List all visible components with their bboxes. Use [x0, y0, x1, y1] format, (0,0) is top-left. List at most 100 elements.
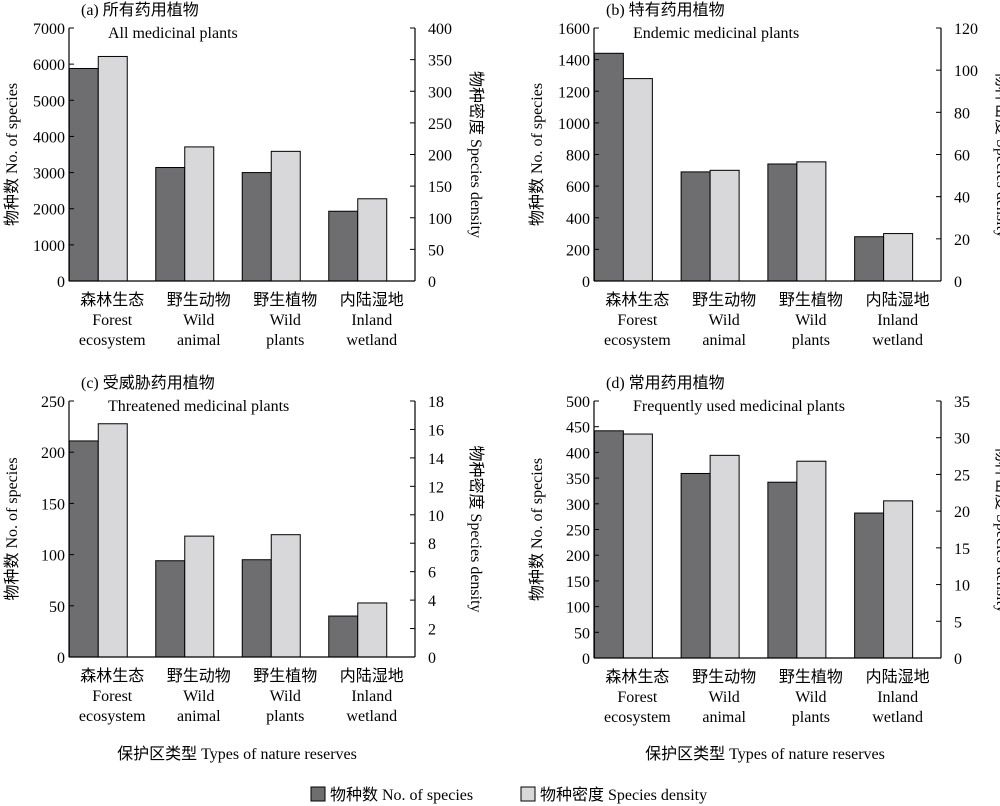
- y-tick-label-left: 50: [574, 625, 590, 642]
- y-tick-label-left: 200: [566, 242, 590, 259]
- x-tick-label: plants: [792, 332, 830, 349]
- x-tick-label: ecosystem: [79, 332, 146, 349]
- x-tick-label: 野生动物: [167, 291, 231, 309]
- x-tick-label: 森林生态: [605, 668, 669, 686]
- panel-label: (a) 所有药用植物: [81, 1, 199, 19]
- x-tick-label: 内陆湿地: [340, 291, 404, 309]
- x-tick-label: Wild: [708, 689, 739, 706]
- bar-species: [854, 512, 885, 659]
- y-tick-label-right: 150: [428, 179, 452, 196]
- bar-density: [97, 55, 128, 282]
- bar-density: [709, 454, 740, 659]
- bar-density: [796, 460, 827, 659]
- x-tick-label: 森林生态: [605, 291, 669, 309]
- x-tick-label: 野生动物: [167, 667, 231, 685]
- x-tick-label: Wild: [183, 688, 214, 705]
- bar-density: [796, 161, 827, 282]
- y-tick-label-left: 200: [566, 548, 590, 565]
- y-tick-label-left: 150: [41, 496, 65, 513]
- y-tick-label-left: 450: [566, 420, 590, 437]
- x-tick-label: 森林生态: [80, 667, 144, 685]
- bar-density: [357, 198, 388, 282]
- y-tick-label-left: 100: [566, 600, 590, 617]
- legend-label-species: 物种数 No. of species: [330, 786, 473, 804]
- bar-density: [97, 423, 128, 658]
- bar-species: [680, 171, 711, 282]
- x-tick-label: Inland: [877, 689, 918, 706]
- x-tick-label: Wild: [183, 312, 214, 329]
- y-tick-label-left: 200: [41, 445, 65, 462]
- y-tick-label-left: 0: [57, 650, 65, 667]
- panel-label: (d) 常用药用植物: [606, 374, 725, 392]
- x-tick-label: 森林生态: [80, 291, 144, 309]
- y-tick-label-right: 20: [954, 504, 970, 521]
- x-tick-label: 内陆湿地: [866, 291, 930, 309]
- y-tick-label-right: 6: [428, 565, 436, 582]
- bar-density: [184, 535, 215, 658]
- y-tick-label-left: 2000: [33, 202, 65, 219]
- x-tick-label: wetland: [346, 708, 397, 725]
- bar-density: [883, 500, 914, 659]
- x-tick-label: Inland: [351, 688, 392, 705]
- x-tick-label: Wild: [795, 689, 826, 706]
- x-tick-label: Wild: [270, 312, 301, 329]
- bar-density: [270, 150, 301, 282]
- y-tick-label-right: 100: [954, 63, 978, 80]
- x-tick-label: 内陆湿地: [340, 667, 404, 685]
- y-tick-label-left: 250: [41, 394, 65, 411]
- bar-species: [68, 67, 99, 282]
- y-tick-label-right: 0: [428, 274, 436, 291]
- bar-species: [68, 440, 99, 658]
- y-tick-label-right: 16: [428, 422, 444, 439]
- legend-swatch-density: [520, 786, 536, 802]
- y-tick-label-left: 100: [41, 548, 65, 565]
- bar-species: [593, 52, 624, 282]
- y-tick-label-right: 4: [428, 593, 436, 610]
- x-tick-label: animal: [702, 332, 746, 349]
- panel-label: (c) 受威胁药用植物: [81, 374, 215, 392]
- bar-species: [328, 210, 359, 282]
- y-tick-label-right: 250: [428, 116, 452, 133]
- y-tick-label-left: 300: [566, 497, 590, 514]
- x-tick-label: wetland: [346, 332, 397, 349]
- y-tick-label-left: 600: [566, 179, 590, 196]
- x-tick-label: wetland: [872, 709, 923, 726]
- y-axis-label-right: 物种密度 Species density: [993, 71, 1000, 238]
- x-tick-label: 野生植物: [779, 668, 843, 686]
- bar-species: [767, 163, 798, 282]
- chart-panel-2: (c) 受威胁药用植物 Threatened medicinal plants 0 5…: [3, 374, 485, 725]
- x-tick-label: ecosystem: [604, 332, 671, 349]
- y-tick-label-right: 0: [428, 650, 436, 667]
- x-tick-label: Wild: [270, 688, 301, 705]
- bar-species: [241, 172, 272, 282]
- x-tick-label: animal: [177, 332, 221, 349]
- x-tick-label: animal: [177, 708, 221, 725]
- y-tick-label-right: 0: [954, 651, 962, 668]
- y-tick-label-right: 60: [954, 148, 970, 165]
- y-tick-label-left: 400: [566, 211, 590, 228]
- y-tick-label-left: 150: [566, 574, 590, 591]
- y-tick-label-right: 12: [428, 479, 444, 496]
- bar-species: [680, 472, 711, 659]
- x-tick-label: plants: [792, 709, 830, 726]
- bar-species: [155, 560, 186, 658]
- y-axis-label-right: 物种密度 Species density: [993, 446, 1000, 613]
- y-tick-label-right: 350: [428, 53, 452, 70]
- x-tick-label: wetland: [872, 332, 923, 349]
- x-tick-label: plants: [266, 708, 304, 725]
- x-tick-label: 野生动物: [692, 668, 756, 686]
- bar-species: [767, 481, 798, 659]
- y-tick-label-left: 3000: [33, 166, 65, 183]
- x-tick-label: Forest: [92, 312, 133, 329]
- y-tick-label-right: 200: [428, 148, 452, 165]
- x-tick-label: Forest: [92, 688, 133, 705]
- y-tick-label-right: 0: [954, 274, 962, 291]
- y-tick-label-right: 50: [428, 242, 444, 259]
- panel-title: Frequently used medicinal plants: [633, 398, 845, 415]
- bar-density: [622, 433, 653, 659]
- y-tick-label-right: 300: [428, 84, 452, 101]
- y-tick-label-right: 400: [428, 21, 452, 38]
- x-tick-label: Wild: [795, 312, 826, 329]
